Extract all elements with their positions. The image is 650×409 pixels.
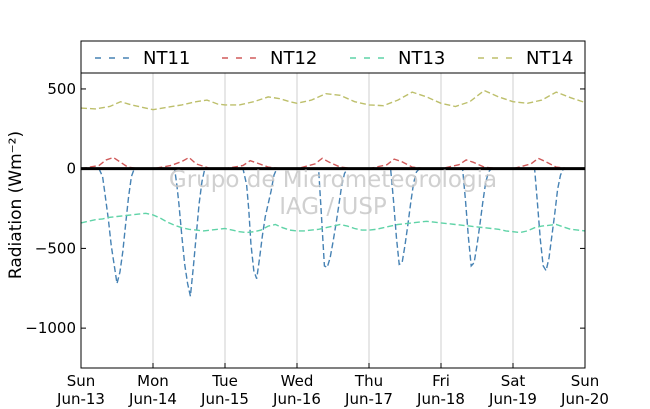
y-axis-label: Radiation (Wm⁻²) xyxy=(6,131,26,279)
watermark-line-2: IAG / USP xyxy=(279,194,387,220)
x-tick-label-date: Jun-19 xyxy=(488,390,537,408)
vertical-grid xyxy=(152,73,514,368)
y-tick-label: 0 xyxy=(66,160,76,178)
legend-label-nt13: NT13 xyxy=(398,48,445,69)
legend-label-nt14: NT14 xyxy=(526,48,573,69)
legend-label-nt12: NT12 xyxy=(270,48,317,69)
x-tick-label-date: Jun-14 xyxy=(128,390,177,408)
y-axis: 500 0 −500 −1000 xyxy=(25,80,585,337)
x-tick-label-day: Wed xyxy=(281,372,314,390)
x-tick-label-day: Sat xyxy=(501,372,526,390)
y-tick-label: 500 xyxy=(47,80,76,98)
x-tick-label-date: Jun-20 xyxy=(560,390,609,408)
series-nt14 xyxy=(80,89,586,111)
x-tick-label-day: Sun xyxy=(571,372,600,390)
x-tick-label-day: Thu xyxy=(354,372,383,390)
legend-label-nt11: NT11 xyxy=(143,48,190,69)
watermark-line-1: Grupo de Micrometeorologia xyxy=(169,167,497,193)
x-tick-label-day: Fri xyxy=(432,372,450,390)
x-tick-label-date: Jun-16 xyxy=(272,390,321,408)
x-tick-label-day: Mon xyxy=(137,372,169,390)
x-tick-label-day: Sun xyxy=(67,372,96,390)
y-tick-label: −1000 xyxy=(25,319,76,337)
x-tick-label-date: Jun-13 xyxy=(56,390,105,408)
legend: NT11 NT12 NT13 NT14 xyxy=(80,40,586,74)
x-tick-label-date: Jun-17 xyxy=(344,390,393,408)
y-tick-label: −500 xyxy=(35,239,76,257)
x-axis: SunJun-13MonJun-14TueJun-15WedJun-16ThuJ… xyxy=(56,363,609,408)
watermark: Grupo de Micrometeorologia IAG / USP xyxy=(169,167,497,220)
plot-frame xyxy=(80,72,586,369)
x-tick-label-date: Jun-18 xyxy=(416,390,465,408)
series-nt13 xyxy=(80,212,586,234)
series-nt11 xyxy=(98,167,565,297)
x-tick-label-date: Jun-15 xyxy=(200,390,249,408)
x-tick-label-day: Tue xyxy=(211,372,238,390)
legend-box xyxy=(80,40,586,74)
